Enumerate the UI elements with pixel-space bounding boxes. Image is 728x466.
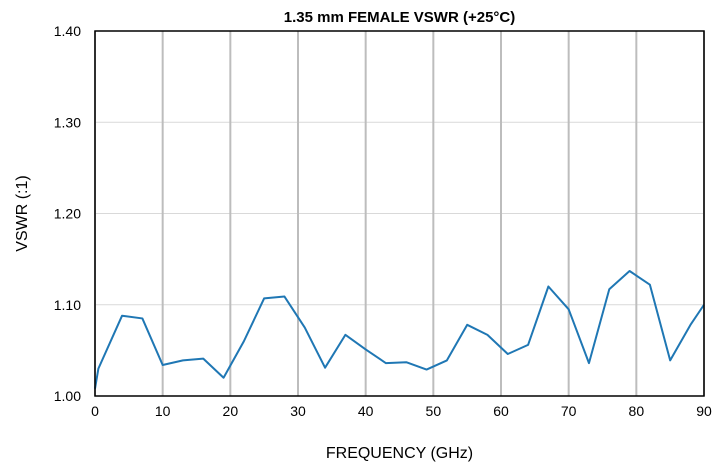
x-tick-label: 0: [91, 403, 99, 419]
tick-labels: 0 10 20 30 40 50 60 70 80 90 1.00 1.10 1.20 1.30 1.40: [54, 23, 712, 419]
y-axis-label: VSWR (:1): [14, 175, 31, 251]
x-tick-label: 70: [561, 403, 577, 419]
x-tick-label: 90: [696, 403, 712, 419]
x-tick-label: 60: [493, 403, 509, 419]
x-tick-label: 40: [358, 403, 374, 419]
y-tick-label: 1.00: [54, 388, 81, 404]
x-tick-label: 80: [629, 403, 645, 419]
x-axis-label: FREQUENCY (GHz): [326, 445, 473, 462]
chart-title: 1.35 mm FEMALE VSWR (+25°C): [284, 9, 515, 26]
axes: [94, 30, 705, 397]
x-tick-label: 10: [155, 403, 171, 419]
y-tick-label: 1.40: [54, 23, 81, 39]
x-tick-label: 50: [426, 403, 442, 419]
y-tick-label: 1.10: [54, 297, 81, 313]
series-layer: [94, 269, 705, 389]
vswr-series-line: [94, 269, 705, 389]
x-tick-label: 30: [290, 403, 306, 419]
x-tick-label: 20: [223, 403, 239, 419]
grid: [94, 30, 705, 397]
plot-frame: [94, 30, 705, 397]
y-tick-label: 1.20: [54, 206, 81, 222]
y-tick-label: 1.30: [54, 114, 81, 130]
